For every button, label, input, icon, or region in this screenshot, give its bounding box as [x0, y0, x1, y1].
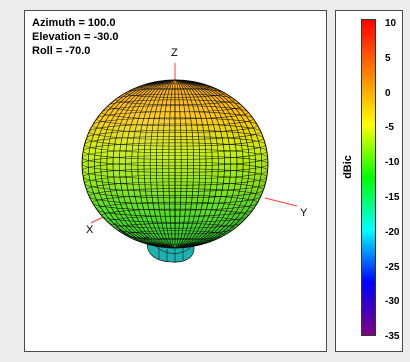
elevation-readout: Elevation = -30.0	[32, 31, 119, 43]
y-axis-label: Y	[300, 207, 308, 219]
colorbar-tick-label: -25	[385, 261, 400, 273]
radiation-pattern-3d[interactable]	[25, 11, 327, 352]
z-axis-label: Z	[171, 47, 178, 59]
colorbar-tick-label: -5	[385, 122, 394, 134]
colorbar-tick-label: -20	[385, 226, 400, 238]
colorbar-tick-label: 0	[385, 87, 391, 99]
azimuth-readout: Azimuth = 100.0	[32, 17, 116, 29]
colorbar-tick-label: -10	[385, 157, 400, 169]
main-lobe-sphere	[81, 79, 269, 249]
x-axis-label: X	[86, 224, 94, 236]
view-readouts: Azimuth = 100.0 Elevation = -30.0 Roll =…	[32, 16, 119, 58]
unit-label: dBic	[342, 155, 354, 179]
colorbar-tick-label: -15	[385, 192, 400, 203]
colorbar-tick-label: 5	[385, 52, 391, 64]
color-scale-legend: dBic 10 5 0 -5 -10 -15 -20 -25 -30 -35	[335, 10, 403, 352]
pattern-plot-panel[interactable]: Azimuth = 100.0 Elevation = -30.0 Roll =…	[24, 10, 327, 352]
colorbar-tick-label: -35	[385, 331, 400, 343]
roll-readout: Roll = -70.0	[32, 45, 91, 57]
y-axis-line	[264, 197, 298, 207]
colorbar	[361, 19, 376, 336]
colorbar-tick-label: -30	[385, 296, 400, 308]
colorbar-tick-label: 10	[385, 18, 397, 29]
